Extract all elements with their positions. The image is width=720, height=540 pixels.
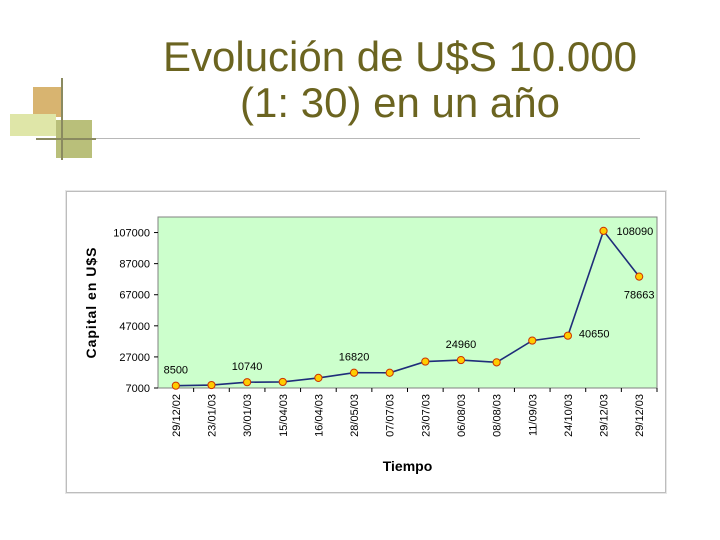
series-line	[175, 229, 640, 387]
chart-container: 7000 27000 47000 67000 87000 107000 29/12/02 23…	[66, 191, 666, 493]
x-tick-label: 28/05/03	[349, 394, 361, 437]
data-point	[563, 331, 572, 340]
data-label: 16820	[339, 352, 370, 364]
data-label: 8500	[164, 365, 188, 377]
x-tick-label: 07/07/03	[385, 394, 397, 437]
y-tick-label: 27000	[119, 352, 150, 364]
decorative-horizontal-accent	[36, 138, 96, 140]
data-point	[171, 381, 180, 390]
x-tick-label: 06/08/03	[456, 394, 468, 437]
data-label: 40650	[579, 329, 610, 341]
data-label: 78663	[624, 290, 655, 302]
x-tick-label: 29/12/03	[634, 394, 646, 437]
y-tick-label: 87000	[119, 259, 150, 271]
data-label: 24960	[446, 339, 477, 351]
y-tick-label: 67000	[119, 290, 150, 302]
slide-title-line-1: Evolución de U$S 10.000	[163, 33, 637, 80]
x-tick-label: 08/08/03	[492, 394, 504, 437]
data-point	[528, 336, 537, 345]
title-divider-line	[36, 138, 640, 139]
decorative-square-tan	[33, 87, 61, 117]
data-label: 108090	[617, 226, 654, 238]
slide-title: Evolución de U$S 10.000 (1: 30) en un añ…	[120, 34, 680, 126]
data-point	[599, 226, 608, 235]
data-point	[421, 357, 430, 366]
y-tick-label: 107000	[113, 228, 150, 240]
y-axis-title: Capital en U$S	[83, 246, 99, 358]
data-point	[635, 272, 644, 281]
data-point	[456, 355, 466, 365]
data-point	[385, 368, 394, 377]
decorative-vertical-line	[61, 78, 63, 160]
x-tick-label: 16/04/03	[313, 394, 325, 437]
x-axis-title: Tiempo	[383, 458, 433, 474]
x-tick-label: 30/01/03	[242, 394, 254, 437]
plot-area	[157, 216, 658, 389]
y-tick-label: 47000	[119, 321, 150, 333]
data-point	[349, 368, 359, 377]
data-label: 10740	[232, 361, 263, 373]
data-point	[243, 378, 252, 387]
y-tick-label: 7000	[126, 383, 150, 395]
x-tick-label: 29/12/03	[599, 394, 611, 437]
x-tick-label: 15/04/03	[278, 394, 290, 437]
data-point	[278, 377, 287, 387]
x-tick-label: 23/07/03	[420, 394, 432, 437]
x-tick-label: 24/10/03	[563, 394, 575, 437]
line-chart: 7000 27000 47000 67000 87000 107000 29/12/02 23…	[83, 216, 658, 474]
slide-title-line-2: (1: 30) en un año	[240, 79, 560, 126]
data-point	[314, 373, 323, 382]
data-point	[207, 380, 216, 390]
decorative-square-light-green	[10, 114, 56, 136]
x-tick-label: 29/12/02	[171, 394, 183, 437]
x-tick-label: 11/09/03	[527, 394, 539, 436]
x-tick-label: 23/01/03	[206, 394, 218, 437]
data-point	[492, 358, 501, 367]
